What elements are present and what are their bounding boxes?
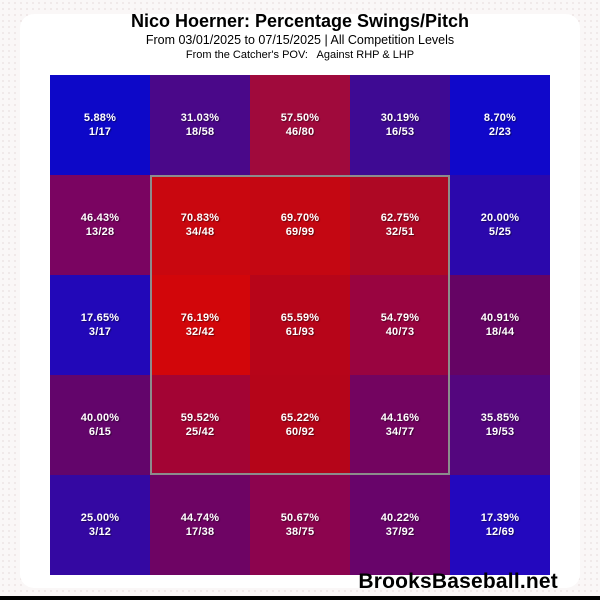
cell-percentage: 17.65% [80,312,120,324]
heatmap-cell-r3-c3: 44.16% 34/77 [350,375,450,475]
cell-percentage: 76.19% [180,312,220,324]
heatmap-cell-r1-c3: 62.75% 32/51 [350,175,450,275]
date-range-subtitle: From 03/01/2025 to 07/15/2025 | All Comp… [145,33,455,47]
cell-fraction: 16/53 [385,126,415,138]
cell-fraction: 32/42 [185,326,215,338]
cell-percentage: 8.70% [483,112,517,124]
cell-fraction: 34/48 [185,226,215,238]
heatmap-cell-r0-c0: 5.88% 1/17 [50,75,150,175]
cell-fraction: 6/15 [88,426,112,438]
cell-fraction: 1/17 [88,126,112,138]
cell-percentage: 30.19% [380,112,420,124]
cell-percentage: 5.88% [83,112,117,124]
cell-percentage: 17.39% [480,512,520,524]
heatmap-cell-r1-c0: 46.43% 13/28 [50,175,150,275]
cell-percentage: 40.00% [80,412,120,424]
heatmap-cell-r2-c4: 40.91% 18/44 [450,275,550,375]
heatmap-cell-r4-c2: 50.67% 38/75 [250,475,350,575]
cell-percentage: 46.43% [80,212,120,224]
cell-percentage: 40.91% [480,312,520,324]
cell-percentage: 69.70% [280,212,320,224]
cell-fraction: 38/75 [285,526,315,538]
cell-percentage: 62.75% [380,212,420,224]
cell-fraction: 2/23 [488,126,512,138]
cell-percentage: 65.59% [280,312,320,324]
cell-percentage: 65.22% [280,412,320,424]
cell-fraction: 17/38 [185,526,215,538]
cell-fraction: 32/51 [385,226,415,238]
heatmap-cell-r1-c4: 20.00% 5/25 [450,175,550,275]
cell-fraction: 61/93 [285,326,315,338]
cell-fraction: 69/99 [285,226,315,238]
heatmap-cell-r2-c2: 65.59% 61/93 [250,275,350,375]
chart-header: Nico Hoerner: Percentage Swings/Pitch Fr… [0,10,600,62]
cell-percentage: 70.83% [180,212,220,224]
brand-watermark: BrooksBaseball.net [358,570,558,593]
cell-percentage: 54.79% [380,312,420,324]
cell-percentage: 50.67% [280,512,320,524]
heatmap-cell-r3-c0: 40.00% 6/15 [50,375,150,475]
cell-percentage: 20.00% [480,212,520,224]
cell-fraction: 18/44 [485,326,515,338]
heatmap-cell-r4-c0: 25.00% 3/12 [50,475,150,575]
cell-fraction: 12/69 [485,526,515,538]
cell-fraction: 40/73 [385,326,415,338]
heatmap-cell-r3-c4: 35.85% 19/53 [450,375,550,475]
cell-fraction: 3/12 [88,526,112,538]
heatmap-cell-r3-c1: 59.52% 25/42 [150,375,250,475]
heatmap-cell-r0-c2: 57.50% 46/80 [250,75,350,175]
heatmap-cell-r2-c0: 17.65% 3/17 [50,275,150,375]
heatmap-cell-r1-c2: 69.70% 69/99 [250,175,350,275]
heatmap-cell-r4-c3: 40.22% 37/92 [350,475,450,575]
cell-percentage: 44.16% [380,412,420,424]
heatmap-cell-r0-c1: 31.03% 18/58 [150,75,250,175]
cell-percentage: 25.00% [80,512,120,524]
heatmap-cell-r2-c3: 54.79% 40/73 [350,275,450,375]
heatmap-cell-r4-c4: 17.39% 12/69 [450,475,550,575]
cell-percentage: 44.74% [180,512,220,524]
cell-percentage: 59.52% [180,412,220,424]
heatmap: 5.88% 1/17 31.03% 18/58 57.50% 46/80 30.19% 16/… [50,75,550,575]
heatmap-cell-r0-c4: 8.70% 2/23 [450,75,550,175]
cell-fraction: 34/77 [385,426,415,438]
cell-percentage: 40.22% [380,512,420,524]
cell-percentage: 35.85% [480,412,520,424]
cell-fraction: 13/28 [85,226,115,238]
heatmap-cell-r3-c2: 65.22% 60/92 [250,375,350,475]
cell-fraction: 18/58 [185,126,215,138]
bottom-border-bar [0,596,600,600]
cell-fraction: 46/80 [285,126,315,138]
heatmap-cell-r0-c3: 30.19% 16/53 [350,75,450,175]
cell-percentage: 57.50% [280,112,320,124]
heatmap-cell-r2-c1: 76.19% 32/42 [150,275,250,375]
cell-fraction: 3/17 [88,326,112,338]
heatmap-cell-r1-c1: 70.83% 34/48 [150,175,250,275]
cell-fraction: 5/25 [488,226,512,238]
page-title: Nico Hoerner: Percentage Swings/Pitch [130,11,470,31]
cell-fraction: 60/92 [285,426,315,438]
cell-fraction: 19/53 [485,426,515,438]
cell-fraction: 37/92 [385,526,415,538]
heatmap-cell-r4-c1: 44.74% 17/38 [150,475,250,575]
cell-percentage: 31.03% [180,112,220,124]
cell-fraction: 25/42 [185,426,215,438]
pov-note: From the Catcher's POV: Against RHP & LH… [185,49,415,61]
